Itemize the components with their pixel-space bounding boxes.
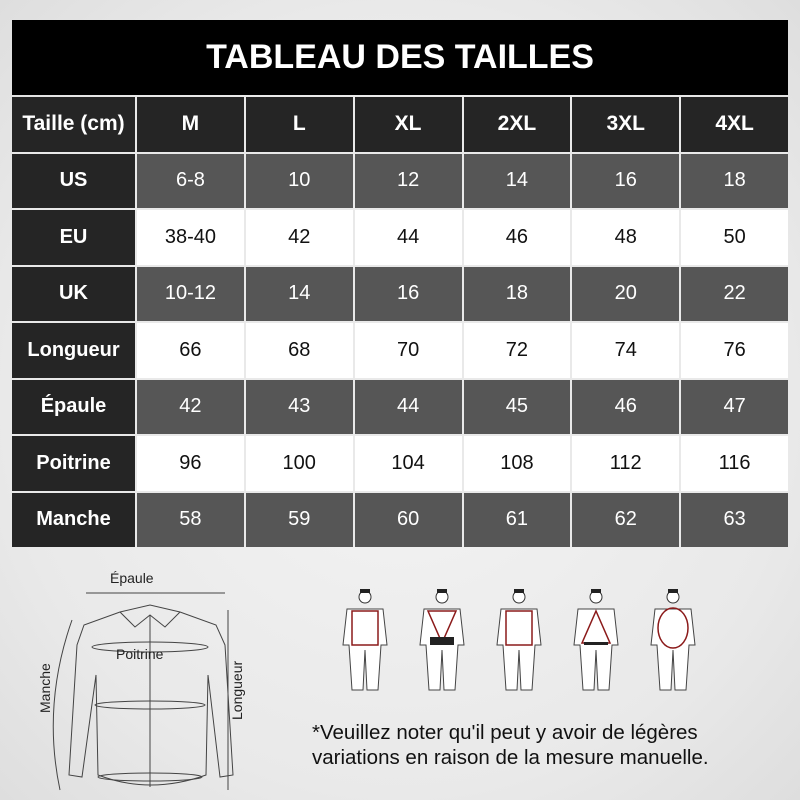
body-figure-tri xyxy=(573,589,619,691)
table-cell: 42 xyxy=(137,379,244,434)
table-cell: 38-40 xyxy=(137,210,244,265)
table-cell: 59 xyxy=(245,492,353,547)
row-label: Poitrine xyxy=(12,436,135,491)
table-cell: 48 xyxy=(572,210,680,265)
size-header: 3XL xyxy=(572,97,680,152)
note-line-1: *Veuillez noter qu'il peut y avoir de lé… xyxy=(312,721,698,744)
table-cell: 50 xyxy=(681,210,788,265)
table-cell: 16 xyxy=(354,266,462,321)
row-label: Longueur xyxy=(12,323,135,378)
row-label: Épaule xyxy=(12,379,135,434)
note-line-2: variations en raison de la mesure manuel… xyxy=(312,746,709,769)
table-cell: 45 xyxy=(463,379,571,434)
row-label: Manche xyxy=(12,492,135,547)
length-label: Longueur xyxy=(229,660,245,720)
sleeve-label: Manche xyxy=(37,663,53,713)
table-cell: 116 xyxy=(681,436,788,491)
table-cell: 68 xyxy=(245,323,353,378)
table-cell: 61 xyxy=(463,492,571,547)
table-cell: 58 xyxy=(137,492,244,547)
table-cell: 63 xyxy=(681,492,788,547)
table-cell: 44 xyxy=(354,379,462,434)
table-cell: 108 xyxy=(463,436,571,491)
size-header: 4XL xyxy=(681,97,788,152)
body-figure-rect xyxy=(496,589,542,691)
table-cell: 96 xyxy=(137,436,244,491)
chest-label: Poitrine xyxy=(116,646,164,662)
table-cell: 10 xyxy=(245,153,353,208)
row-label: EU xyxy=(12,210,135,265)
size-header: XL xyxy=(354,97,462,152)
table-cell: 18 xyxy=(463,266,571,321)
table-cell: 42 xyxy=(245,210,353,265)
table-cell: 44 xyxy=(354,210,462,265)
table-cell: 20 xyxy=(572,266,680,321)
table-cell: 10-12 xyxy=(137,266,244,321)
table-cell: 6-8 xyxy=(137,153,244,208)
page-title: TABLEAU DES TAILLES xyxy=(12,20,788,95)
size-table: Taille (cm) M L XL 2XL 3XL 4XL US 6-8 10 12 14 16 18 E… xyxy=(12,97,788,547)
table-cell: 14 xyxy=(245,266,353,321)
table-cell: 72 xyxy=(463,323,571,378)
table-cell: 104 xyxy=(354,436,462,491)
table-cell: 43 xyxy=(245,379,353,434)
shoulder-label: Épaule xyxy=(110,570,154,586)
table-cell: 12 xyxy=(354,153,462,208)
table-cell: 76 xyxy=(681,323,788,378)
table-cell: 14 xyxy=(463,153,571,208)
shirt-measurement-diagram: Épaule Poitrine Manche Longueur xyxy=(37,570,245,791)
table-cell: 60 xyxy=(354,492,462,547)
table-cell: 46 xyxy=(572,379,680,434)
body-figure-vtri xyxy=(419,589,465,691)
table-cell: 47 xyxy=(681,379,788,434)
body-figure-rect xyxy=(342,589,388,691)
row-label: UK xyxy=(12,266,135,321)
table-cell: 62 xyxy=(572,492,680,547)
measurement-note: *Veuillez noter qu'il peut y avoir de lé… xyxy=(312,720,709,770)
table-cell: 16 xyxy=(572,153,680,208)
table-cell: 66 xyxy=(137,323,244,378)
size-header: 2XL xyxy=(463,97,571,152)
table-cell: 100 xyxy=(245,436,353,491)
body-shape-figures xyxy=(342,589,696,691)
size-label-header: Taille (cm) xyxy=(12,97,135,152)
table-cell: 46 xyxy=(463,210,571,265)
table-cell: 22 xyxy=(681,266,788,321)
size-header: M xyxy=(137,97,244,152)
body-figure-oval xyxy=(650,589,696,691)
row-label: US xyxy=(12,153,135,208)
table-cell: 70 xyxy=(354,323,462,378)
table-cell: 112 xyxy=(572,436,680,491)
size-header: L xyxy=(245,97,353,152)
table-cell: 74 xyxy=(572,323,680,378)
table-cell: 18 xyxy=(681,153,788,208)
shirt-outline xyxy=(68,604,234,786)
